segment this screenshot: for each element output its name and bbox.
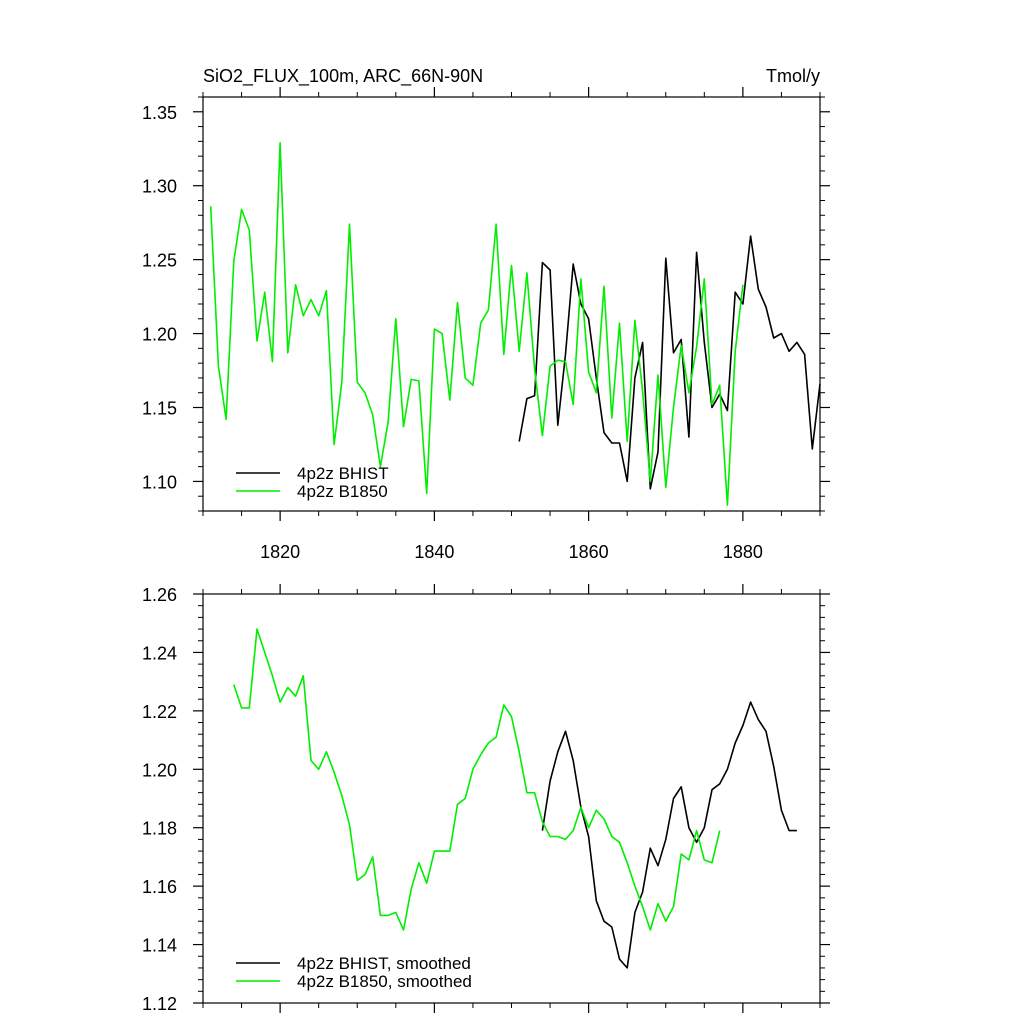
top-panel: 1820 1840 1860 1880 1.10 1.15 1.20 1.25 1.30 1.35… (142, 87, 830, 562)
figure-units: Tmol/y (766, 66, 820, 86)
series-line-b1850 (209, 142, 744, 506)
y-tick-label: 1.20 (142, 325, 177, 345)
series-line-bhist (518, 235, 821, 490)
y-tick-label: 1.14 (142, 936, 177, 956)
plot-frame (202, 593, 821, 1004)
y-tick-label: 1.18 (142, 819, 177, 839)
series-line-bhist (541, 701, 797, 969)
x-tick-label: 1820 (260, 542, 300, 562)
y-tick-label: 1.24 (142, 643, 177, 663)
figure-title: SiO2_FLUX_100m, ARC_66N-90N (203, 66, 483, 87)
y-tick-label: 1.25 (142, 251, 177, 271)
y-tick-label: 1.30 (142, 177, 177, 197)
legend-label: 4p2z BHIST (297, 464, 389, 483)
bottom-panel: 1.12 1.14 1.16 1.18 1.20 1.22 1.24 1.26 4p2z BHI… (142, 584, 830, 1014)
legend-label: 4p2z B1850, smoothed (297, 972, 472, 991)
series-line-b1850 (233, 628, 721, 931)
legend-label: 4p2z B1850 (297, 482, 388, 501)
x-tick-label: 1880 (723, 542, 763, 562)
y-tick-label: 1.20 (142, 760, 177, 780)
y-tick-label: 1.22 (142, 702, 177, 722)
x-tick-label: 1860 (569, 542, 609, 562)
y-tick-label: 1.10 (142, 472, 177, 492)
y-tick-label: 1.15 (142, 399, 177, 419)
x-tick-label: 1840 (414, 542, 454, 562)
y-tick-label: 1.35 (142, 103, 177, 123)
plot-frame (202, 96, 821, 512)
y-tick-label: 1.12 (142, 994, 177, 1014)
y-tick-label: 1.16 (142, 877, 177, 897)
legend-label: 4p2z BHIST, smoothed (297, 954, 471, 973)
y-tick-label: 1.26 (142, 585, 177, 605)
